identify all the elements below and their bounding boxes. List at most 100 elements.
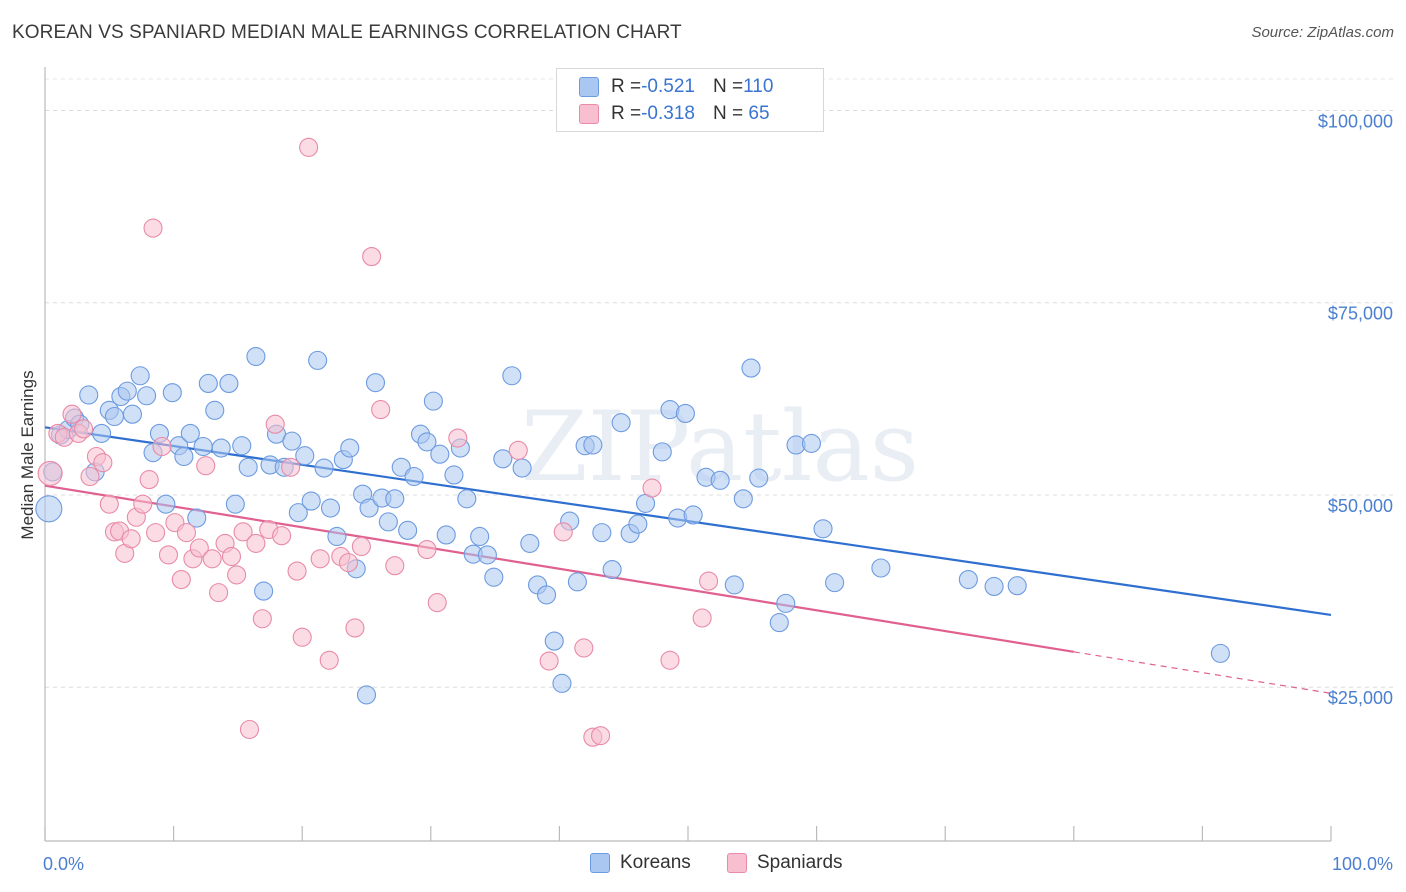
korean-point [675,403,695,423]
korean-point [404,466,424,487]
korean-point [301,491,321,511]
korean-point [385,489,405,509]
korean-point [174,446,194,467]
spaniard-point [371,400,391,420]
korean-point [232,436,252,456]
spaniard-point [133,494,153,514]
spaniard-point [287,561,307,581]
spaniard-point [158,545,179,565]
spaniard-point [93,453,113,473]
spaniard-point [209,583,229,603]
y-tick-labels: $100,000 $75,000 $50,000 $25,000 [1318,111,1393,708]
spaniard-point [574,638,594,658]
korean-point [359,498,379,518]
spaniard-point [246,533,266,553]
r-label: R = [611,103,642,124]
korean-point [246,346,266,367]
r-value: -0.521 [641,76,695,97]
korean-point [282,431,302,451]
spaniard-point [417,539,437,560]
spaniard-point [62,404,82,424]
spaniard-point [202,549,222,569]
korean-point [35,495,63,523]
spaniard-point [591,726,611,746]
korean-point [710,470,730,490]
spaniard-point [642,478,662,498]
koreans-swatch [590,853,610,873]
y-tick-label: $100,000 [1318,111,1393,131]
korean-point [225,494,245,514]
korean-point [733,489,753,509]
korean-point [536,585,557,605]
spaniard-point [121,529,141,549]
korean-point [193,436,213,457]
x-tick-labels: 0.0% 100.0% [43,854,1393,874]
spaniard-point [385,556,405,576]
korean-point [769,613,789,633]
korean-point [156,494,176,514]
korean-point [825,573,845,593]
korean-point [749,468,769,488]
spaniard-point [239,719,260,740]
korean-point [502,366,522,386]
korean-point [602,559,622,580]
spaniard-point [99,494,119,514]
r-label: R = [611,76,642,97]
korean-point [104,406,124,427]
spaniard-point [660,650,680,670]
korean-point [520,533,540,553]
korean-point [320,498,341,518]
korean-point [801,433,822,453]
korean-point [180,423,200,443]
korean-point [813,519,833,539]
korean-point [254,581,274,601]
spaniard-point [508,440,528,460]
spaniard-point [265,414,285,434]
spaniard-point [143,218,163,238]
spaniard-point [281,457,301,477]
spaniard-point [319,650,339,670]
koreans-swatch [579,77,599,97]
spaniard-point [152,436,172,457]
r-value: -0.318 [641,103,695,124]
spaniard-point [80,466,100,487]
korean-point [187,508,207,528]
korean-point [544,631,564,651]
spaniard-point [252,609,272,629]
spaniard-point [74,419,94,439]
spaniard-point [692,608,712,628]
korean-point [741,358,761,378]
legend-label-koreans: Koreans [620,852,691,873]
korean-point [776,593,796,613]
spaniards-trend-line [44,484,1074,653]
spaniard-point [310,549,330,569]
legend-item-spaniards[interactable]: Spaniards [727,852,843,874]
korean-point [162,383,182,403]
korean-point [628,514,648,534]
legend-row-koreans: R = -0.521 N = 110 [579,74,773,100]
stats-legend: R = -0.521 N = 110 R = -0.318 N = 65 [556,68,824,132]
korean-point [205,400,225,420]
axes [44,67,1332,842]
koreans-points [35,346,1230,705]
korean-point [295,446,315,466]
korean-point [137,386,157,406]
korean-point [512,458,532,478]
spaniards-swatch [727,853,747,873]
spaniard-point [539,651,559,671]
korean-point [198,373,218,393]
korean-point [958,569,978,590]
korean-point [652,442,672,462]
legend-item-koreans[interactable]: Koreans [590,852,691,874]
korean-point [130,366,150,386]
spaniard-point [292,627,312,647]
korean-point [552,673,572,693]
korean-point [493,449,513,469]
spaniard-point [699,571,719,591]
spaniard-point [196,456,216,476]
korean-point [436,525,456,545]
series-legend: Koreans Spaniards [0,852,1406,878]
korean-point [477,545,497,565]
spaniard-point [272,526,292,546]
